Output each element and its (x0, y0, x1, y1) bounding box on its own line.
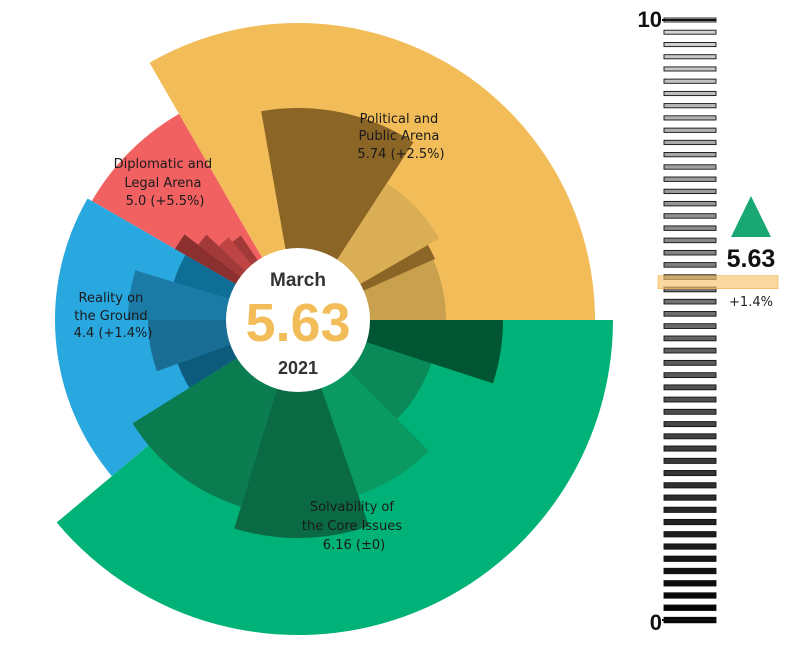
scale-tick (663, 396, 717, 403)
scale-tick (663, 567, 717, 575)
label-reality: Reality on the Ground 4.4 (+1.4%) (74, 291, 153, 341)
scale-change-label: +1.4% (729, 295, 773, 310)
scale-tick (663, 78, 717, 84)
scale-tick (663, 555, 717, 562)
center-index-value: 5.63 (245, 293, 350, 353)
scale-tick (663, 421, 717, 428)
scale-tick (663, 298, 717, 305)
scale-tick (663, 543, 717, 550)
center-year: 2021 (278, 358, 318, 378)
scale-tick (663, 359, 717, 366)
scale-tick (663, 90, 717, 97)
scale-tick (663, 66, 717, 72)
scale-tick (663, 580, 717, 587)
scale-tick (663, 54, 717, 60)
scale-tick (663, 506, 717, 513)
scale-tick (663, 457, 717, 464)
scale-tick (663, 494, 717, 501)
scale-bottom-label: 0 (650, 610, 662, 635)
scale-tick (663, 200, 717, 207)
scale-tick (663, 372, 717, 379)
scale-tick (663, 470, 717, 477)
scale-tick (663, 592, 717, 599)
scale-top-label: 10 (638, 7, 662, 32)
scale-tick (663, 152, 717, 158)
scale-tick (663, 335, 717, 342)
scale-tick (663, 103, 717, 109)
scale-tick (663, 139, 717, 146)
scale-tick (663, 42, 717, 48)
scale-tick (663, 237, 717, 244)
scale-tick (663, 29, 717, 35)
scale-tick (663, 482, 717, 489)
scale-tick (663, 445, 717, 452)
scale-tick (663, 384, 717, 391)
scale-tick (663, 433, 717, 440)
index-scale (662, 17, 717, 624)
scale-tick (663, 176, 717, 182)
scale-tick (663, 531, 717, 538)
scale-tick (663, 249, 717, 256)
scale-tick (663, 323, 717, 329)
scale-tick (663, 604, 717, 611)
scale-tick (663, 164, 717, 170)
scale-tick (663, 225, 717, 231)
scale-tick (663, 188, 717, 195)
scale-tick (663, 213, 717, 219)
scale-tick (663, 115, 717, 121)
center-month: March (270, 270, 326, 291)
scale-value-label: 5.63 (727, 245, 776, 273)
scale-tick (663, 262, 717, 268)
scale-current-marker[interactable] (657, 275, 779, 290)
scale-tick (663, 408, 717, 415)
scale-tick (663, 311, 717, 317)
subbar-solvability-2[interactable] (234, 320, 369, 538)
label-solvability: Solvability of the Core Issues 6.16 (±0) (302, 500, 406, 553)
scale-tick (663, 347, 717, 354)
label-political: Political and Public Arena 5.74 (+2.5%) (357, 112, 444, 162)
label-diplomatic: Diplomatic and Legal Arena 5.0 (+5.5%) (114, 157, 217, 209)
scale-tick (663, 518, 717, 526)
trend-up-triangle-icon (731, 196, 771, 237)
scale-tick (663, 127, 717, 133)
center-disc (226, 248, 370, 392)
